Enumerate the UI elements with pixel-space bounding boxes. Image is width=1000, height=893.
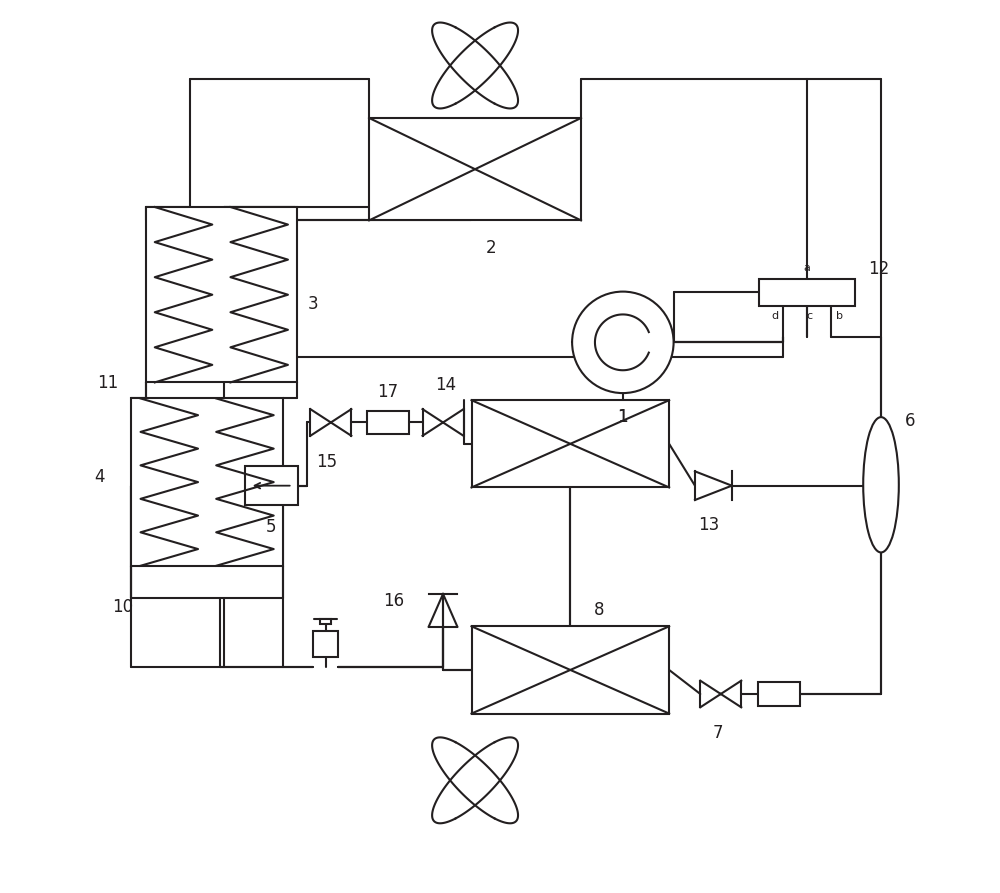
Text: 2: 2 [486, 239, 496, 257]
Text: 11: 11 [97, 374, 118, 392]
Text: 10: 10 [112, 598, 133, 616]
Text: d: d [771, 311, 778, 321]
Text: 17: 17 [377, 382, 398, 401]
Bar [320, 620, 331, 624]
Text: 5: 5 [266, 518, 276, 536]
Text: b: b [836, 311, 843, 321]
Text: 15: 15 [316, 453, 337, 471]
Bar [367, 411, 409, 434]
Bar [313, 631, 338, 657]
Text: 9: 9 [626, 375, 636, 393]
Text: 8: 8 [594, 601, 605, 619]
Bar [759, 279, 855, 306]
Text: 7: 7 [713, 724, 723, 742]
Text: 3: 3 [308, 295, 318, 313]
Bar [146, 207, 297, 382]
Bar [472, 400, 669, 488]
Text: 6: 6 [905, 412, 916, 430]
Text: 4: 4 [94, 468, 105, 486]
Text: 1: 1 [618, 408, 628, 427]
Bar [758, 682, 800, 705]
Text: 16: 16 [383, 592, 405, 610]
Bar [472, 626, 669, 714]
Text: 1: 1 [618, 408, 628, 427]
Text: 14: 14 [435, 376, 456, 394]
Ellipse shape [863, 417, 899, 553]
Circle shape [572, 292, 674, 393]
Text: c: c [807, 311, 813, 321]
Bar [369, 118, 581, 221]
Text: 13: 13 [698, 516, 719, 534]
Bar [245, 466, 298, 505]
Bar [131, 398, 283, 566]
Text: 12: 12 [868, 261, 889, 279]
Text: a: a [804, 263, 811, 272]
